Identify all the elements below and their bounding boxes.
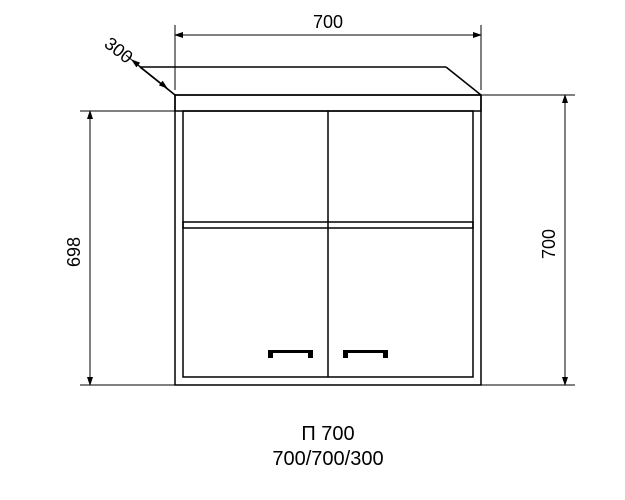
handle-right <box>343 350 388 358</box>
title-line2: 700/700/300 <box>272 448 383 470</box>
dim-left-height: 698 <box>64 111 175 385</box>
depth-projection <box>140 67 481 95</box>
dim-top-width-label: 700 <box>313 12 343 32</box>
dim-right-height-label: 700 <box>539 229 559 259</box>
dim-top-width: 700 <box>175 12 481 90</box>
dim-right-height: 700 <box>481 95 575 385</box>
dim-depth-label: 300 <box>101 33 137 67</box>
dim-left-height-label: 698 <box>64 237 84 267</box>
dim-depth: 300 <box>101 33 175 95</box>
handle-left <box>268 350 313 358</box>
cabinet-body <box>175 95 481 385</box>
title-line1: П 700 <box>301 423 354 445</box>
